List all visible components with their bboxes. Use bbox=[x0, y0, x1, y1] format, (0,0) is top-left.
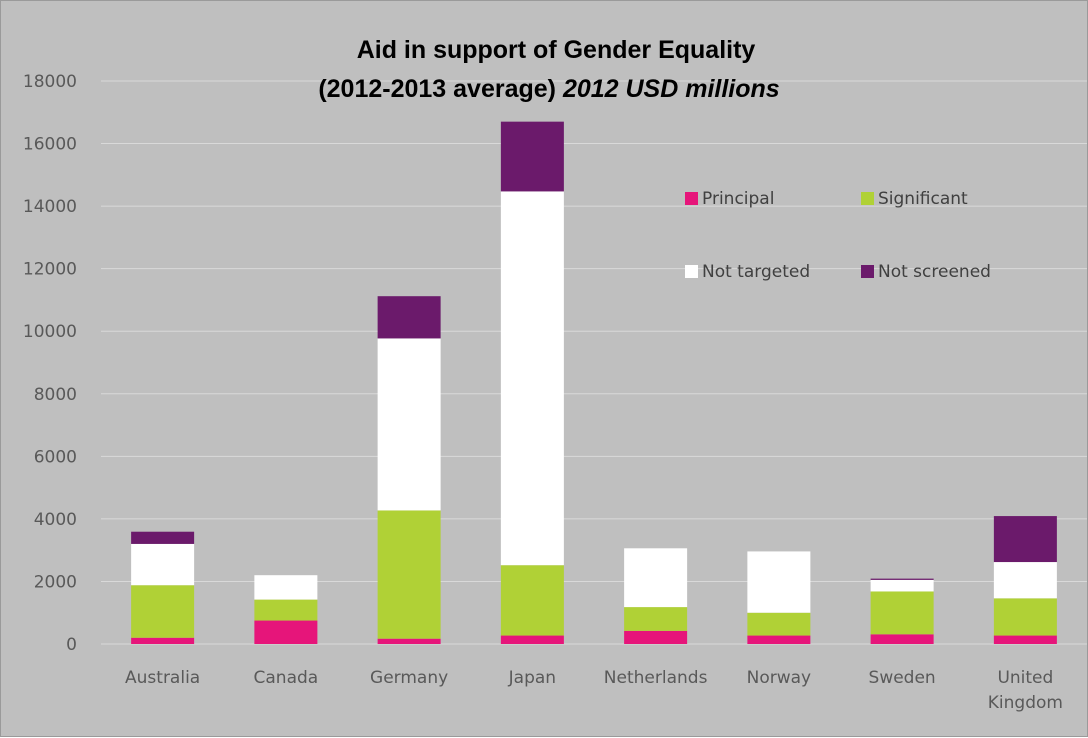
legend-swatch bbox=[861, 192, 874, 205]
bar-segment-principal bbox=[624, 630, 688, 644]
legend-swatch bbox=[685, 265, 698, 278]
bar-segment-not-targeted bbox=[624, 548, 688, 608]
bar-segment-not-screened bbox=[131, 531, 195, 544]
x-tick-label: Netherlands bbox=[604, 668, 708, 688]
legend-label: Not targeted bbox=[702, 262, 810, 282]
x-tick-label: Australia bbox=[125, 668, 200, 688]
x-tick-label: Sweden bbox=[869, 668, 936, 688]
x-tick-label: Germany bbox=[370, 668, 448, 688]
x-tick-label: Kingdom bbox=[988, 693, 1063, 713]
subtitle-period: (2012-2013 average) bbox=[318, 75, 556, 103]
legend-swatch bbox=[685, 192, 698, 205]
bar-segment-significant bbox=[747, 612, 811, 636]
bar-segment-principal bbox=[131, 637, 195, 644]
legend-label: Significant bbox=[878, 189, 968, 209]
subtitle-units: 2012 USD millions bbox=[562, 75, 780, 103]
bar-segment-not-targeted bbox=[377, 338, 441, 511]
bar-segment-significant bbox=[993, 598, 1057, 636]
legend-label: Not screened bbox=[878, 262, 991, 282]
bar-segment-not-targeted bbox=[254, 575, 318, 600]
x-axis: Australia Canada Germany Japan Netherlands No… bbox=[125, 668, 1063, 713]
x-tick-label: Norway bbox=[747, 668, 812, 688]
bar-segment-significant bbox=[254, 599, 318, 621]
bar-segment-not-screened bbox=[500, 121, 564, 192]
chart-subtitle: (2012-2013 average) 2012 USD millions bbox=[318, 75, 779, 103]
bar-segment-not-screened bbox=[993, 516, 1057, 563]
bar-segment-not-targeted bbox=[993, 562, 1057, 599]
bar-segment-not-targeted bbox=[747, 551, 811, 613]
x-tick-label: United bbox=[997, 668, 1053, 688]
y-tick-label: 6000 bbox=[34, 447, 77, 467]
bar-segment-significant bbox=[870, 591, 934, 635]
y-tick-label: 10000 bbox=[23, 322, 77, 342]
bar-segment-significant bbox=[377, 510, 441, 639]
y-tick-label: 12000 bbox=[23, 260, 77, 280]
y-tick-label: 8000 bbox=[34, 385, 77, 405]
x-tick-label: Canada bbox=[254, 668, 319, 688]
gridlines bbox=[101, 80, 1087, 645]
y-tick-label: 4000 bbox=[34, 510, 77, 530]
legend-swatch bbox=[861, 265, 874, 278]
y-tick-label: 16000 bbox=[23, 135, 77, 155]
bar-segment-significant bbox=[500, 565, 564, 636]
legend: Principal Significant Not targeted Not scre… bbox=[685, 189, 991, 282]
bar-segment-not-targeted bbox=[500, 191, 564, 566]
bar-segment-not-targeted bbox=[131, 543, 195, 586]
bar-segment-not-screened bbox=[870, 578, 934, 580]
legend-label: Principal bbox=[702, 189, 774, 209]
y-tick-label: 2000 bbox=[34, 572, 77, 592]
y-tick-label: 18000 bbox=[23, 72, 77, 92]
bar-segment-significant bbox=[131, 585, 195, 638]
bar-segment-principal bbox=[500, 635, 564, 644]
bar-segment-principal bbox=[993, 635, 1057, 644]
y-axis: 0 2000 4000 6000 8000 10000 12000 14000 16000 180… bbox=[23, 72, 77, 655]
chart-title: Aid in support of Gender Equality bbox=[357, 36, 756, 64]
bars bbox=[131, 121, 1057, 644]
bar-segment-principal bbox=[254, 620, 318, 644]
bar-segment-principal bbox=[747, 635, 811, 644]
bar-segment-principal bbox=[870, 634, 934, 644]
y-tick-label: 0 bbox=[66, 635, 77, 655]
x-tick-label: Japan bbox=[508, 668, 556, 688]
bar-segment-not-targeted bbox=[870, 579, 934, 592]
y-tick-label: 14000 bbox=[23, 197, 77, 217]
bar-segment-principal bbox=[377, 638, 441, 644]
bar-segment-not-screened bbox=[377, 296, 441, 339]
bar-segment-significant bbox=[624, 607, 688, 631]
